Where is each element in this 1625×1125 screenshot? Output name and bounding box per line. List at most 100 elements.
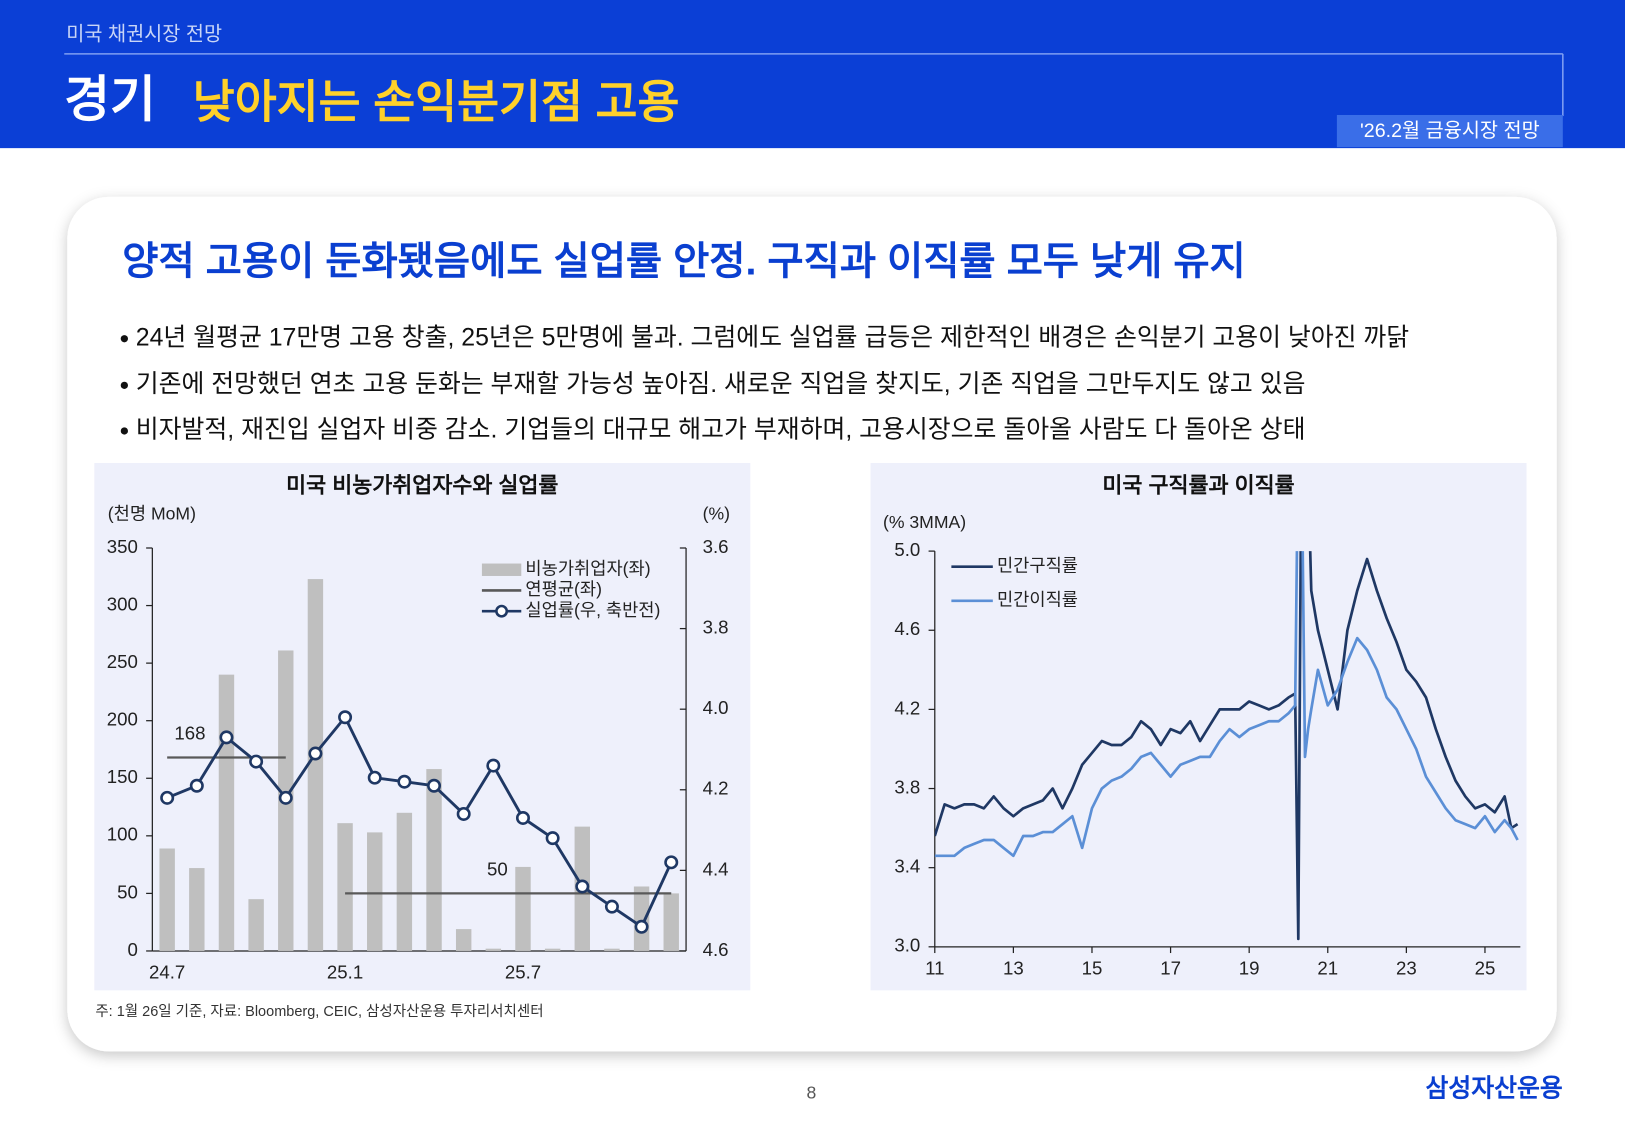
chart-panel (870, 463, 1527, 991)
marker (545, 831, 560, 846)
y-tick-label: 50 (117, 881, 138, 902)
average-label: 168 (174, 723, 205, 744)
bar (426, 769, 442, 951)
bar (337, 823, 353, 951)
bullet-dot (120, 427, 128, 435)
x-tick-label: 13 (1003, 958, 1024, 979)
bar (159, 848, 175, 951)
headline: 양적 고용이 둔화됐음에도 실업률 안정. 구직과 이직률 모두 낮게 유지 (122, 240, 1245, 284)
bullet: 24년 월평균 17만명 고용 창출, 25년은 5만명에 불과. 그럼에도 실… (136, 323, 1409, 351)
marker (219, 730, 234, 745)
marker (308, 746, 323, 761)
y-tick-label: 0 (127, 939, 137, 960)
bar (396, 812, 413, 951)
marker (575, 879, 590, 894)
tag: '26.2월 금융시장 전망 (1360, 120, 1540, 142)
marker (486, 758, 501, 773)
bullet-dot (120, 335, 128, 343)
x-tick-label: 21 (1317, 958, 1338, 979)
bar (544, 948, 561, 951)
x-tick-label: 24.7 (149, 962, 185, 983)
y-axis-label: (% 3MMA) (883, 512, 966, 532)
y-axis-label: (천명 MoM) (108, 504, 196, 524)
y-tick-label: 350 (107, 536, 138, 557)
marker (278, 790, 293, 805)
marker (160, 790, 175, 805)
x-tick-label: 25 (1475, 958, 1496, 979)
y-tick-label: 100 (107, 824, 138, 845)
y-tick-label: 4.6 (894, 618, 920, 639)
bar (515, 866, 531, 951)
bar (367, 832, 383, 951)
x-tick-label: 23 (1396, 958, 1417, 979)
legend-label: 민간구직률 (997, 555, 1078, 575)
page-number: 8 (807, 1083, 817, 1103)
marker (249, 754, 264, 769)
y2-tick-label: 4.4 (703, 858, 729, 879)
marker (664, 855, 679, 870)
y-tick-label: 300 (107, 593, 138, 614)
marker (338, 710, 353, 725)
section-label: 미국 채권시장 전망 (66, 23, 222, 45)
x-tick-label: 15 (1082, 958, 1103, 979)
y2-tick-label: 4.0 (703, 697, 729, 718)
y-tick-label: 3.4 (894, 856, 920, 877)
bar (663, 893, 679, 951)
legend-label: 실업률(우, 축반전) (525, 600, 660, 620)
bar (604, 948, 620, 951)
plot-area (934, 551, 1519, 941)
marker (189, 778, 204, 793)
y2-axis-label: (%) (703, 504, 730, 524)
marker (367, 770, 382, 785)
x-tick-label: 19 (1239, 958, 1260, 979)
bullet: 비자발적, 재진입 실업자 비중 감소. 기업들의 대규모 해고가 부재하며, … (136, 416, 1306, 444)
x-tick-label: 17 (1160, 958, 1181, 979)
x-tick-label: 25.7 (505, 962, 541, 983)
page-subtitle: 낮아지는 손익분기점 고용 (193, 77, 680, 128)
y-tick-label: 150 (107, 766, 138, 787)
y-tick-label: 5.0 (894, 539, 920, 560)
legend-label: 연평균(좌) (525, 579, 602, 599)
legend-marker (495, 604, 509, 618)
x-tick-label: 25.1 (327, 962, 363, 983)
legend-label: 민간이직률 (997, 589, 1078, 609)
bar (189, 868, 205, 951)
y2-tick-label: 3.8 (703, 617, 729, 638)
page-title: 경기 (64, 72, 156, 128)
bullet: 기존에 전망했던 연초 고용 둔화는 부재할 가능성 높아짐. 새로운 직업을 … (136, 370, 1306, 398)
y2-tick-label: 4.6 (703, 939, 729, 960)
bar (218, 674, 235, 951)
charts: 미국 비농가취업자수와 실업률 (천명 MoM) (%) 0 50 100 150 200 25… (94, 463, 1527, 991)
marker (515, 810, 530, 825)
y-tick-label: 3.8 (894, 776, 920, 797)
y-tick-label: 4.2 (894, 697, 920, 718)
logo: 삼성자산운용 (1426, 1074, 1563, 1102)
y2-tick-label: 4.2 (703, 778, 729, 799)
line (934, 551, 1519, 858)
y-tick-label: 250 (107, 651, 138, 672)
y-tick-label: 200 (107, 709, 138, 730)
footnote: 주: 1월 26일 기준, 자료: Bloomberg, CEIC, 삼성자산운… (95, 1003, 543, 1020)
chart-title: 미국 구직률과 이직률 (1102, 473, 1294, 498)
marker (397, 774, 412, 789)
legend-swatch (481, 563, 522, 576)
line (934, 551, 1519, 941)
y2-tick-label: 3.6 (703, 536, 729, 557)
marker (427, 778, 442, 793)
bar (485, 948, 502, 951)
bar (633, 886, 650, 951)
marker (456, 806, 471, 821)
bar (248, 899, 264, 951)
x-tick-label: 11 (925, 958, 944, 979)
chart-title: 미국 비농가취업자수와 실업률 (286, 473, 558, 498)
bullet-dot (120, 381, 128, 389)
bar (455, 929, 472, 951)
average-label: 50 (487, 859, 508, 880)
marker (604, 899, 619, 914)
legend-label: 비농가취업자(좌) (525, 558, 650, 578)
bar (307, 579, 324, 951)
marker (634, 919, 649, 934)
y-tick-label: 3.0 (894, 935, 920, 956)
